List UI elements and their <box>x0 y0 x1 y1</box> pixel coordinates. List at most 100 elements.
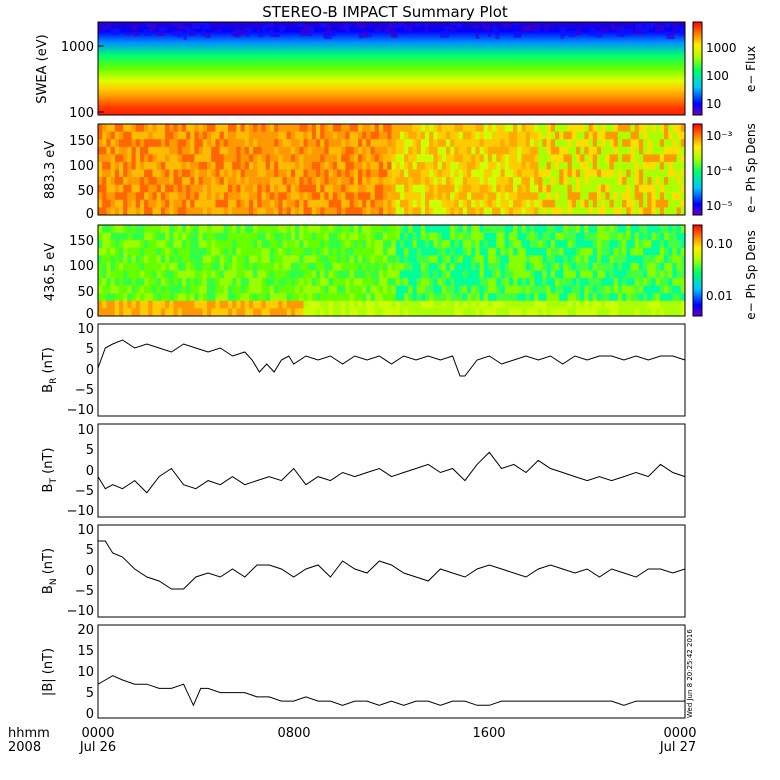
spectrogram-cell <box>295 293 300 302</box>
spectrogram-cell <box>617 285 623 294</box>
spectrogram-cell <box>563 255 569 264</box>
swea-cell <box>102 26 109 32</box>
spectrogram-cell <box>106 285 112 294</box>
spectrogram-cell <box>475 308 481 316</box>
spectrogram-cell <box>307 232 313 241</box>
spectrogram-cell <box>441 146 447 155</box>
spectrogram-cell <box>550 308 556 316</box>
spectrogram-cell <box>316 270 321 279</box>
spectrogram-cell <box>555 247 560 256</box>
spectrogram-cell <box>362 146 367 155</box>
spectrogram-cell <box>597 300 602 309</box>
spectrogram-cell <box>278 232 284 241</box>
spectrogram-cell <box>467 225 472 234</box>
spectrogram-cell <box>139 308 145 316</box>
spectrogram-cell <box>672 184 678 193</box>
spectrogram-cell <box>597 192 602 201</box>
swea-cell <box>424 28 429 34</box>
spectrogram-cell <box>659 184 665 193</box>
spectrogram-cell <box>173 169 179 178</box>
spectrogram-cell <box>643 146 648 155</box>
spectrogram-cell <box>668 240 673 249</box>
spectrogram-cell <box>404 293 409 302</box>
spectrogram-cell <box>622 232 627 241</box>
spectrogram-cell <box>651 293 657 302</box>
spectrogram-cell <box>550 232 556 241</box>
spectrogram-cell <box>454 184 460 193</box>
spectrogram-cell <box>211 207 216 215</box>
spectrogram-cell <box>617 192 623 201</box>
spectrogram-cell <box>576 124 581 133</box>
spectrogram-cell <box>152 278 158 287</box>
spectrogram-cell <box>567 285 573 294</box>
spectrogram-cell <box>131 192 137 201</box>
spectrogram-cell <box>156 124 162 133</box>
spectrogram-cell <box>274 262 279 272</box>
spectrogram-cell <box>626 192 632 201</box>
spectrogram-cell <box>198 177 204 186</box>
spectrogram-cell <box>160 177 166 186</box>
spectrogram-cell <box>529 192 535 201</box>
swea-cell <box>482 24 491 31</box>
spectrogram-cell <box>479 139 485 148</box>
spectrogram-cell <box>131 169 137 178</box>
bt-ytick-5: 5 <box>86 443 94 458</box>
spectrogram-cell <box>303 161 309 171</box>
spectrogram-cell <box>592 169 598 178</box>
spectrogram-cell <box>487 199 493 208</box>
spectrogram-cell <box>282 232 288 241</box>
spectrogram-cell <box>324 225 330 234</box>
spectrogram-cell <box>529 154 535 163</box>
spectrogram-cell <box>207 247 212 256</box>
spectrogram-cell <box>643 154 648 163</box>
spectrogram-cell <box>211 199 216 208</box>
spectrogram-cell <box>290 308 296 316</box>
spectrogram-cell <box>328 232 334 241</box>
spectrogram-cell <box>592 240 598 249</box>
spectrogram-cell <box>156 308 162 316</box>
spectrogram-cell <box>550 192 556 201</box>
spectrogram-cell <box>370 146 376 155</box>
spectrogram-cell <box>576 199 581 208</box>
spectrogram-cell <box>651 225 657 234</box>
spectrogram-cell <box>437 232 443 241</box>
spectrogram-cell <box>597 247 602 256</box>
spectrogram-cell <box>605 184 611 193</box>
spectrogram-cell <box>202 199 208 208</box>
spectrogram-cell <box>240 262 246 272</box>
spectrogram-cell <box>286 293 292 302</box>
spectrogram-cell <box>139 293 145 302</box>
spectrogram-cell <box>353 300 359 309</box>
spectrogram-cell <box>299 240 305 249</box>
spectrogram-cell <box>261 278 267 287</box>
spectrogram-cell <box>500 255 506 264</box>
spectrogram-cell <box>244 262 250 272</box>
spectrogram-cell <box>278 278 284 287</box>
spectrogram-cell <box>609 139 615 148</box>
spectrogram-cell <box>584 247 590 256</box>
spectrogram-cell <box>391 232 397 241</box>
spectrogram-cell <box>337 131 342 140</box>
spectrogram-cell <box>567 146 573 155</box>
spectrogram-cell <box>144 184 149 193</box>
spectrogram-cell <box>676 199 682 208</box>
spectrogram-cell <box>643 285 648 294</box>
spectrogram-cell <box>643 161 648 171</box>
spectrogram-cell <box>588 192 594 201</box>
spectrogram-cell <box>534 154 539 163</box>
spectrogram-cell <box>467 169 472 178</box>
spectrogram-cell <box>152 184 158 193</box>
spectrogram-cell <box>106 308 112 316</box>
swea-cell <box>473 25 479 29</box>
spectrogram-cell <box>177 146 183 155</box>
spectrogram-cell <box>358 199 363 208</box>
spectrogram-cell <box>244 207 250 215</box>
spectrogram-cell <box>517 225 523 234</box>
spectrogram-cell <box>378 124 384 133</box>
swea-ylabel: SWEA (eV) <box>35 34 50 103</box>
spectrogram-cell <box>647 225 653 234</box>
spectrogram-cell <box>672 177 678 186</box>
spectrogram-cell <box>550 262 556 272</box>
spectrogram-cell <box>638 247 644 256</box>
